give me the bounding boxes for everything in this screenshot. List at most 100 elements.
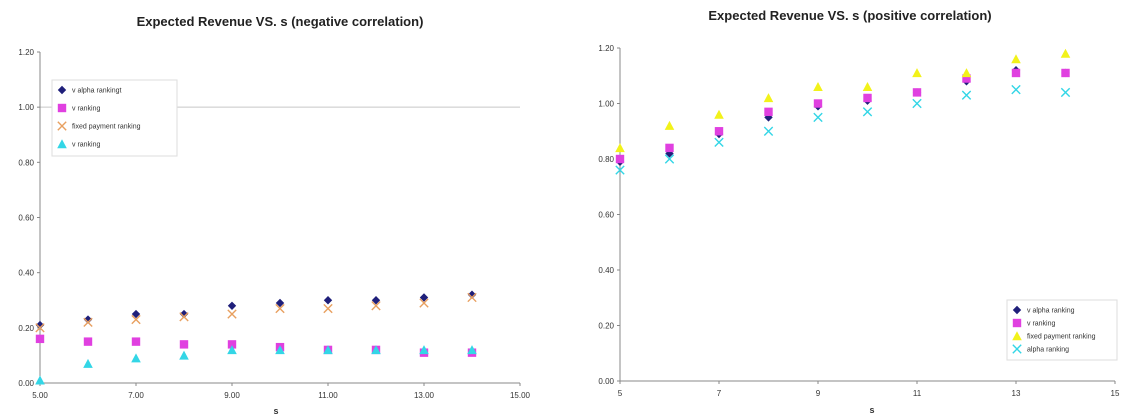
- data-point: [467, 345, 477, 355]
- data-point: [467, 290, 477, 299]
- y-tick-label: 1.20: [18, 48, 34, 57]
- data-point: [912, 88, 922, 97]
- data-point: [714, 109, 724, 119]
- data-point: [275, 303, 285, 314]
- data-point: [912, 68, 922, 78]
- data-point: [131, 314, 141, 325]
- x-tick-label: 15.00: [510, 391, 531, 400]
- data-point: [665, 143, 674, 153]
- data-point: [862, 82, 873, 92]
- y-tick-label: 0.80: [18, 158, 34, 167]
- data-point: [763, 126, 774, 136]
- y-tick-label: 0.60: [598, 211, 614, 220]
- data-point: [1011, 84, 1021, 95]
- legend-marker: [57, 85, 67, 95]
- data-marks: [615, 48, 1071, 175]
- chart-title: Expected Revenue VS. s (negative correla…: [137, 14, 424, 29]
- data-point: [179, 309, 189, 319]
- chart-positive-correlation: Expected Revenue VS. s (positive correla…: [598, 8, 1120, 415]
- data-point: [227, 340, 237, 349]
- data-point: [863, 93, 872, 103]
- data-point: [664, 154, 675, 164]
- legend-box: [1006, 299, 1118, 361]
- data-point: [813, 112, 823, 123]
- y-tick-label: 0.00: [18, 379, 34, 388]
- data-point: [615, 154, 625, 164]
- data-marks: [35, 290, 477, 385]
- axes: 0.00 0.20 0.40 0.60 0.80 1.00 1.20 5 7 9 11 13 15: [598, 44, 1120, 398]
- data-point: [83, 358, 93, 368]
- y-tick-label: 0.20: [598, 322, 614, 331]
- data-point: [714, 127, 724, 136]
- legend-label: fixed payment ranking: [72, 124, 141, 131]
- y-tick-label: 1.00: [598, 100, 614, 109]
- x-tick-label: 5.00: [32, 391, 48, 400]
- legend-label: fixed payment ranking: [1027, 334, 1096, 341]
- data-point: [419, 298, 429, 308]
- legend-label: v alpha rankingt: [72, 88, 121, 95]
- data-point: [131, 309, 141, 319]
- legend: v alpha rankingt v ranking fixed payment r…: [51, 79, 178, 157]
- data-point: [275, 298, 285, 308]
- data-point: [131, 337, 141, 346]
- y-tick-label: 0.80: [598, 155, 614, 164]
- data-point: [912, 98, 922, 109]
- data-point: [813, 82, 823, 92]
- y-tick-label: 1.20: [598, 44, 614, 53]
- data-point: [35, 375, 45, 385]
- legend-marker: [1012, 344, 1022, 354]
- data-point: [179, 350, 189, 360]
- legend: v alpha ranking v ranking fixed payment ra…: [1006, 299, 1118, 361]
- data-point: [615, 165, 625, 175]
- data-point: [1011, 68, 1021, 78]
- data-point: [1060, 48, 1071, 58]
- data-point: [227, 301, 237, 310]
- x-tick-label: 5: [618, 389, 623, 398]
- data-point: [419, 293, 429, 302]
- legend-label: v alpha ranking: [1027, 308, 1075, 315]
- legend-marker: [57, 103, 67, 113]
- data-point: [763, 93, 774, 103]
- chart-title: Expected Revenue VS. s (positive correla…: [708, 8, 991, 23]
- data-point: [371, 301, 381, 311]
- x-tick-label: 13.00: [414, 391, 435, 400]
- data-point: [179, 340, 189, 349]
- y-tick-label: 0.00: [598, 377, 614, 386]
- x-tick-label: 9.00: [224, 391, 240, 400]
- data-point: [467, 292, 477, 303]
- y-tick-label: 1.00: [18, 103, 34, 112]
- data-point: [275, 345, 285, 355]
- legend-label: v ranking: [72, 142, 101, 149]
- chart-negative-correlation: Expected Revenue VS. s (negative correla…: [18, 14, 531, 416]
- data-point: [664, 120, 675, 130]
- data-point: [764, 113, 773, 122]
- legend-marker: [57, 139, 67, 149]
- data-point: [35, 323, 45, 333]
- data-point: [371, 345, 381, 355]
- data-point: [1061, 68, 1070, 78]
- legend-label: v ranking: [1027, 321, 1056, 328]
- x-tick-label: 9: [816, 389, 821, 398]
- legend-marker: [1012, 305, 1022, 315]
- y-tick-label: 0.60: [18, 214, 34, 223]
- x-tick-label: 11: [913, 389, 922, 398]
- data-point: [35, 320, 45, 330]
- data-point: [1060, 87, 1071, 98]
- data-point: [35, 334, 45, 344]
- x-tick-label: 13: [1012, 389, 1021, 398]
- data-point: [962, 74, 971, 83]
- data-point: [714, 137, 724, 148]
- x-tick-label: 7.00: [128, 391, 144, 400]
- x-tick-label: 15: [1111, 389, 1120, 398]
- data-point: [961, 68, 972, 78]
- data-point: [323, 345, 333, 355]
- legend-marker: [1012, 331, 1022, 341]
- data-point: [961, 90, 972, 100]
- y-tick-label: 0.40: [18, 269, 34, 278]
- data-point: [813, 99, 823, 108]
- y-tick-label: 0.20: [18, 324, 34, 333]
- data-point: [131, 353, 141, 363]
- y-tick-label: 0.40: [598, 266, 614, 275]
- data-point: [764, 107, 773, 117]
- data-point: [227, 309, 237, 319]
